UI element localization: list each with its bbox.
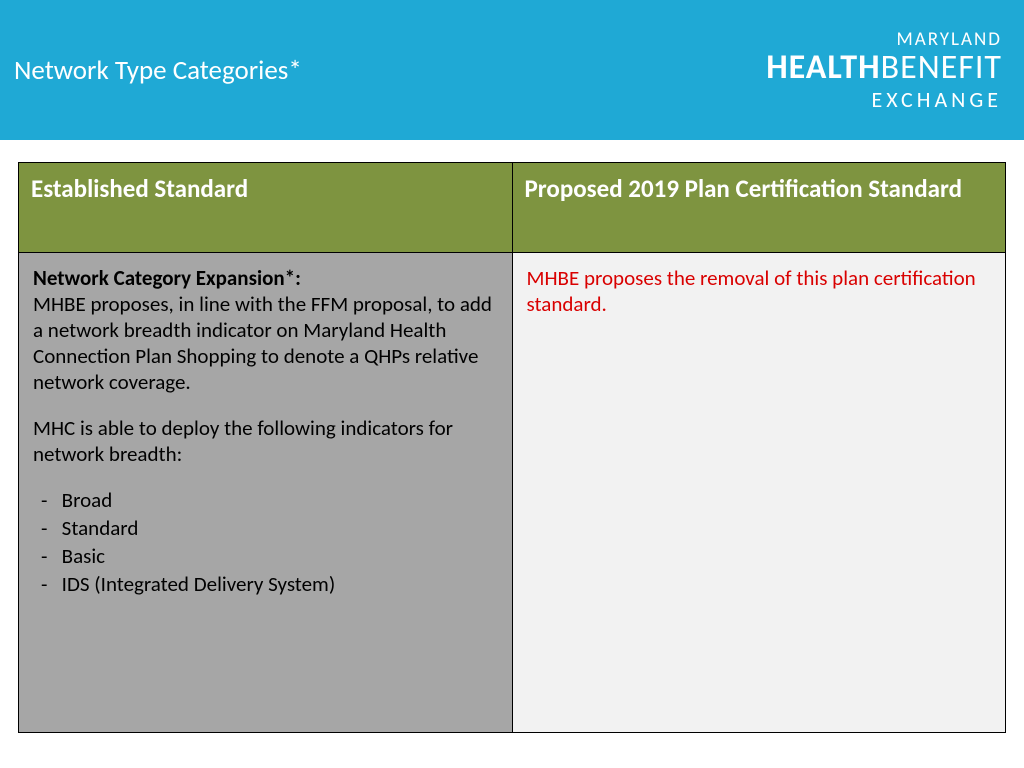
- logo: MARYLAND HEALTHBENEFIT EXCHANGE: [766, 30, 1002, 111]
- cell-left-body1: MHBE proposes, in line with the FFM prop…: [33, 291, 492, 395]
- comparison-table: Established Standard Proposed 2019 Plan …: [18, 162, 1006, 733]
- slide-title: Network Type Categories*: [14, 54, 302, 87]
- bullet-list: Broad Standard Basic IDS (Integrated Del…: [33, 487, 498, 597]
- list-item: Basic: [41, 543, 498, 569]
- table-header-row: Established Standard Proposed 2019 Plan …: [19, 163, 1006, 253]
- cell-right-text: MHBE proposes the removal of this plan c…: [527, 265, 976, 317]
- logo-line2-bold: HEALTH: [766, 47, 880, 88]
- list-item: Broad: [41, 487, 498, 513]
- cell-established: Network Category Expansion*: MHBE propos…: [19, 253, 513, 733]
- cell-proposed: MHBE proposes the removal of this plan c…: [512, 253, 1006, 733]
- table-row: Network Category Expansion*: MHBE propos…: [19, 253, 1006, 733]
- col-header-established: Established Standard: [19, 163, 513, 253]
- logo-line2: HEALTHBENEFIT: [766, 51, 1002, 85]
- slide-header: Network Type Categories* MARYLAND HEALTH…: [0, 0, 1024, 140]
- content-area: Established Standard Proposed 2019 Plan …: [0, 140, 1024, 733]
- col-header-proposed: Proposed 2019 Plan Certification Standar…: [512, 163, 1006, 253]
- list-item: Standard: [41, 515, 498, 541]
- cell-left-title: Network Category Expansion*:: [33, 265, 301, 291]
- logo-line2-rest: BENEFIT: [881, 47, 1002, 88]
- list-item: IDS (Integrated Delivery System): [41, 571, 498, 597]
- cell-left-body2: MHC is able to deploy the following indi…: [33, 415, 498, 467]
- logo-line3: EXCHANGE: [766, 89, 1002, 111]
